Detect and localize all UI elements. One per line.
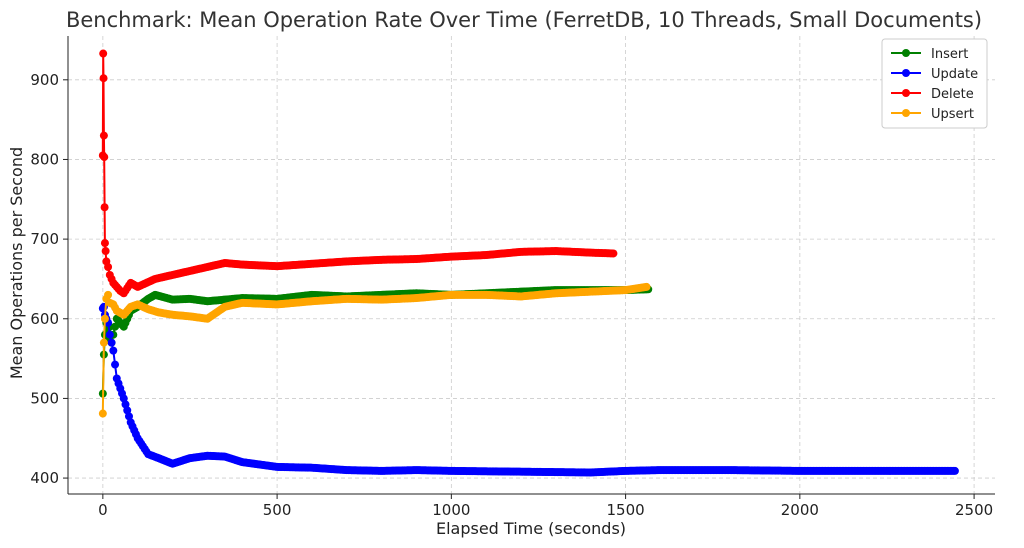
- y-tick-label: 600: [30, 310, 59, 328]
- legend-box: [881, 38, 988, 129]
- legend-swatch-marker: [902, 49, 910, 57]
- data-point: [111, 360, 120, 369]
- data-point: [105, 330, 114, 339]
- data-point: [642, 282, 651, 291]
- legend-swatch-marker: [902, 89, 910, 97]
- data-point: [104, 290, 113, 299]
- legend-label: Insert: [931, 47, 968, 62]
- x-tick-label: 500: [263, 501, 292, 519]
- legend-swatch-marker: [902, 69, 910, 77]
- legend-item-insert: Insert: [891, 47, 968, 62]
- data-point: [99, 131, 108, 140]
- plot-series: [98, 49, 959, 477]
- x-tick-label: 0: [98, 501, 108, 519]
- legend: Insert Update Delete Upsert: [881, 38, 988, 129]
- legend-label: Update: [931, 67, 978, 82]
- legend-label: Upsert: [931, 107, 974, 122]
- x-tick-label: 1500: [607, 501, 645, 519]
- legend-item-update: Update: [891, 67, 978, 82]
- series-update: [98, 302, 959, 477]
- x-tick-label: 1000: [432, 501, 470, 519]
- data-point: [98, 409, 107, 418]
- data-point: [109, 346, 118, 355]
- legend-label: Delete: [931, 87, 974, 102]
- data-point: [100, 203, 109, 212]
- data-point: [609, 249, 618, 258]
- y-axis-label: Mean Operations per Second: [7, 147, 26, 379]
- legend-item-delete: Delete: [891, 87, 974, 102]
- data-point: [99, 49, 108, 58]
- x-axis-label: Elapsed Time (seconds): [436, 519, 626, 538]
- y-tick-label: 900: [30, 71, 59, 89]
- data-point: [950, 466, 959, 475]
- data-point: [107, 338, 116, 347]
- x-tick-label: 2000: [781, 501, 819, 519]
- y-tick-label: 400: [30, 469, 59, 487]
- legend-item-upsert: Upsert: [891, 107, 974, 122]
- y-tick-label: 700: [30, 230, 59, 248]
- series-upsert: [98, 282, 651, 418]
- y-tick-label: 500: [30, 389, 59, 407]
- data-point: [99, 338, 108, 347]
- chart-title: Benchmark: Mean Operation Rate Over Time…: [66, 8, 982, 32]
- data-point: [104, 262, 113, 271]
- gridlines: [68, 36, 995, 494]
- x-tick-label: 2500: [955, 501, 993, 519]
- legend-swatch-marker: [902, 109, 910, 117]
- series-delete: [98, 49, 618, 298]
- data-point: [100, 239, 109, 248]
- axes: 0 500 1000 1500 2000 2500 400 500 600 700 800 900: [30, 36, 995, 519]
- series-line-upsert: [101, 285, 647, 414]
- data-point: [100, 153, 109, 162]
- series-line-insert: [101, 288, 649, 394]
- y-tick-label: 800: [30, 150, 59, 168]
- data-point: [101, 247, 110, 256]
- series-line-update: [101, 305, 955, 474]
- data-point: [99, 74, 108, 83]
- data-point: [100, 314, 109, 323]
